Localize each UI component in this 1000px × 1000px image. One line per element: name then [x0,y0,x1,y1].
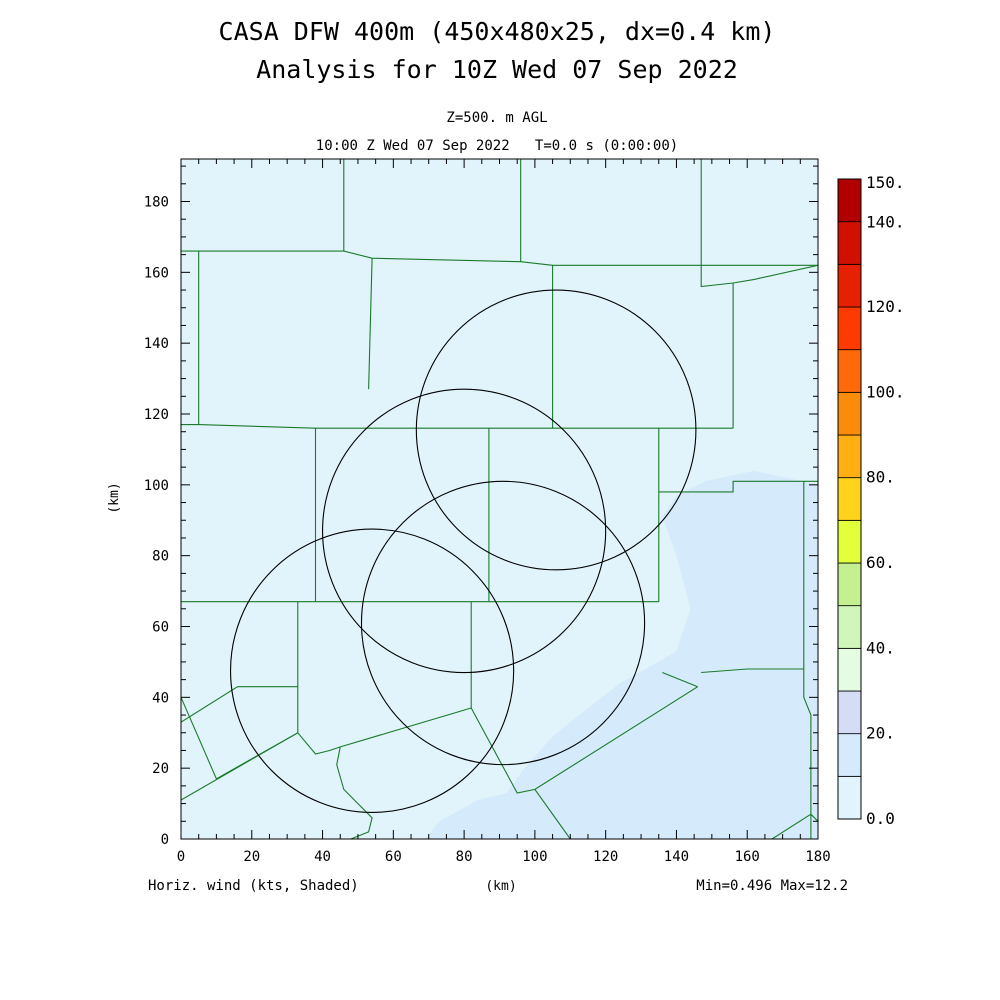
colorbar-bin [837,221,862,265]
colorbar-tick-label: 60. [866,553,895,572]
county-boundary [368,258,373,390]
colorbar-frame [837,178,862,820]
county-boundary [658,480,818,493]
radar-coverage-ring [229,528,515,813]
colorbar-tick-label: 40. [866,638,895,657]
colorbar-bin [837,733,862,777]
colorbar-bin [837,434,862,479]
x-tick-label: 0 [177,849,185,865]
radar-coverage-ring [322,388,607,674]
wind-shade-region [425,470,818,839]
county-boundary [181,250,200,426]
colorbar-bin [837,519,862,564]
y-tick-label: 0 [161,832,169,848]
colorbar-tick-label: 80. [866,468,895,487]
x-tick-label: 40 [314,849,331,865]
colorbar-tick-label: 140. [866,213,905,232]
colorbar-bin [837,263,862,308]
time-label: 10:00 Z Wed 07 Sep 2022 T=0.0 s (0:00:00… [316,138,678,154]
colorbar-tick-label: 0.0 [866,809,895,828]
chart-subtitle: Analysis for 10Z Wed 07 Sep 2022 [256,55,738,84]
x-tick-label: 60 [385,849,402,865]
colorbar-bin [837,306,862,351]
colorbar-bin [837,647,862,692]
y-tick-label: 20 [152,761,169,777]
colorbar-bin [837,477,862,521]
radar-coverage-ring [415,289,697,571]
y-axis-label: (km) [107,482,122,513]
county-boundary [534,789,571,839]
colorbar-bin [837,349,862,393]
colorbar-tick-label: 100. [866,382,905,401]
county-boundary [181,686,298,723]
y-tick-label: 60 [152,620,169,636]
x-tick-label: 180 [805,849,830,865]
y-tick-label: 80 [152,549,169,565]
x-tick-label: 160 [735,849,760,865]
colorbar-bin [837,775,862,820]
field-label: Horiz. wind (kts, Shaded) [148,878,359,894]
plot-contents [181,159,818,839]
colorbar-bin [837,178,862,223]
colorbar-bin [837,605,862,649]
county-boundary [771,813,818,839]
colorbar-tick-label: 150. [866,173,905,192]
county-boundary [662,671,698,688]
county-boundary [336,746,373,839]
x-tick-label: 80 [456,849,473,865]
x-tick-label: 100 [522,849,547,865]
y-tick-label: 40 [152,690,169,706]
x-axis-label: (km) [485,879,516,894]
county-boundary [181,697,341,780]
county-boundary [701,668,804,674]
y-tick-label: 140 [144,336,169,352]
level-label: Z=500. m AGL [446,110,547,126]
colorbar-bin [837,391,862,436]
colorbar: 0.0 20. 40. 60. 80. 100. 120. 140. 150. [837,173,905,828]
x-tick-label: 140 [664,849,689,865]
y-tick-label: 100 [144,478,169,494]
y-tick-label: 180 [144,195,169,211]
axes: 0 20 40 60 80 100 120 140 160 180 0 20 40 60 80 100 120 1… [144,158,831,865]
county-boundary [181,732,299,801]
plot-area [181,159,818,839]
colorbar-tick-label: 120. [866,297,905,316]
county-boundary [340,686,698,794]
county-boundary [803,481,812,839]
x-tick-label: 120 [593,849,618,865]
colorbar-bin [837,690,862,735]
y-tick-label: 160 [144,265,169,281]
y-tick-label: 120 [144,407,169,423]
colorbar-tick-label: 20. [866,724,895,743]
stats-label: Min=0.496 Max=12.2 [696,878,848,894]
x-tick-label: 20 [243,849,260,865]
radar-coverage-ring [360,480,646,766]
chart-title: CASA DFW 400m (450x480x25, dx=0.4 km) [219,17,776,46]
colorbar-bin [837,562,862,607]
